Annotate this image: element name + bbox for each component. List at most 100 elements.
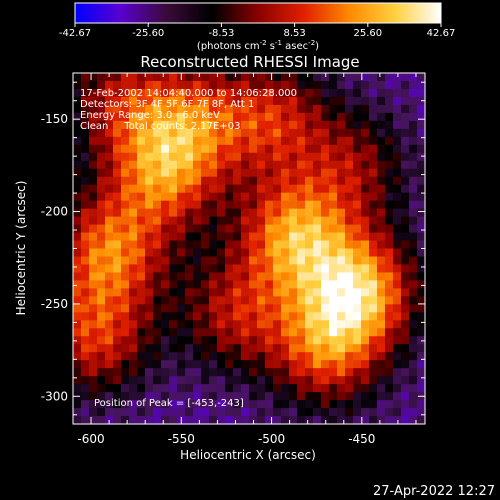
heatmap-cell xyxy=(353,144,362,154)
heatmap-cell xyxy=(401,344,410,353)
heatmap-cell xyxy=(113,168,122,178)
heatmap-cell xyxy=(153,296,162,305)
heatmap-cell xyxy=(201,368,210,377)
heatmap-cell xyxy=(281,360,290,369)
heatmap-cell xyxy=(273,336,282,345)
heatmap-cell xyxy=(193,408,202,417)
heatmap-cell xyxy=(225,80,234,90)
heatmap-cell xyxy=(137,120,146,130)
heatmap-cell xyxy=(73,312,82,321)
heatmap-cell xyxy=(313,80,322,90)
heatmap-cell xyxy=(337,352,346,361)
heatmap-cell xyxy=(225,112,234,122)
heatmap-cell xyxy=(265,232,274,242)
heatmap-cell xyxy=(385,160,394,170)
heatmap-cell xyxy=(313,112,322,122)
heatmap-cell xyxy=(409,304,418,313)
heatmap-cell xyxy=(369,400,378,409)
heatmap-cell xyxy=(97,73,106,82)
heatmap-cell xyxy=(233,192,242,202)
heatmap-cell xyxy=(361,200,370,210)
heatmap-cell xyxy=(289,224,298,234)
heatmap-cell xyxy=(153,392,162,401)
heatmap-cell xyxy=(297,264,306,274)
heatmap-cell xyxy=(409,400,418,409)
heatmap-cell xyxy=(417,208,426,218)
heatmap-cell xyxy=(105,144,114,154)
heatmap-cell xyxy=(369,104,378,114)
heatmap-cell xyxy=(113,264,122,274)
heatmap-cell xyxy=(353,112,362,122)
heatmap-cell xyxy=(345,152,354,162)
heatmap-cell xyxy=(281,408,290,417)
heatmap-cell xyxy=(377,256,386,266)
heatmap-cell xyxy=(297,288,306,297)
heatmap-cell xyxy=(121,112,130,122)
heatmap-cell xyxy=(201,104,210,114)
heatmap-cell xyxy=(81,280,90,289)
heatmap-cell xyxy=(281,384,290,393)
heatmap-cell xyxy=(417,73,426,82)
heatmap-cell xyxy=(121,96,130,106)
heatmap-cell xyxy=(225,88,234,98)
heatmap-cell xyxy=(169,352,178,361)
heatmap-cell xyxy=(89,368,98,377)
heatmap-cell xyxy=(353,320,362,329)
heatmap-cell xyxy=(353,232,362,242)
heatmap-cell xyxy=(233,256,242,266)
heatmap-cell xyxy=(305,80,314,90)
heatmap-cell xyxy=(249,73,258,82)
heatmap-cell xyxy=(401,416,410,425)
heatmap-cell xyxy=(305,144,314,154)
heatmap-cell xyxy=(329,168,338,178)
heatmap-cell xyxy=(417,400,426,409)
heatmap-cell xyxy=(161,232,170,242)
heatmap-cell xyxy=(121,416,130,425)
heatmap-cell xyxy=(289,312,298,321)
heatmap-cell xyxy=(417,168,426,178)
heatmap-cell xyxy=(401,152,410,162)
heatmap-cell xyxy=(265,416,274,425)
heatmap-cell xyxy=(137,80,146,90)
heatmap-cell xyxy=(377,104,386,114)
heatmap-cell xyxy=(153,304,162,313)
heatmap-cell xyxy=(105,296,114,305)
heatmap-cell xyxy=(281,336,290,345)
heatmap-cell xyxy=(113,128,122,138)
heatmap-cell xyxy=(393,304,402,313)
heatmap-cell xyxy=(73,272,82,282)
heatmap-cell xyxy=(233,360,242,369)
heatmap-cell xyxy=(313,232,322,242)
heatmap-cell xyxy=(281,240,290,250)
heatmap-cell xyxy=(73,176,82,186)
x-tick-label: -550 xyxy=(168,432,195,446)
heatmap-cell xyxy=(193,168,202,178)
heatmap-cell xyxy=(297,344,306,353)
heatmap-cell xyxy=(137,152,146,162)
heatmap-cell xyxy=(193,73,202,82)
heatmap-cell xyxy=(193,160,202,170)
heatmap-cell xyxy=(201,352,210,361)
heatmap-cell xyxy=(121,336,130,345)
heatmap-cell xyxy=(209,416,218,425)
heatmap-cell xyxy=(193,280,202,289)
heatmap-cell xyxy=(249,400,258,409)
heatmap-cell xyxy=(233,376,242,385)
heatmap-cell xyxy=(249,240,258,250)
heatmap-cell xyxy=(97,360,106,369)
heatmap-cell xyxy=(201,344,210,353)
heatmap-cell xyxy=(289,344,298,353)
heatmap-cell xyxy=(145,88,154,98)
heatmap-cell xyxy=(185,120,194,130)
heatmap-cell xyxy=(105,344,114,353)
heatmap-cell xyxy=(89,80,98,90)
heatmap-cell xyxy=(401,232,410,242)
heatmap-cell xyxy=(217,392,226,401)
heatmap-cell xyxy=(217,200,226,210)
heatmap-cell xyxy=(241,136,250,146)
heatmap-cell xyxy=(385,136,394,146)
heatmap-cell xyxy=(233,208,242,218)
heatmap-cell xyxy=(97,216,106,226)
heatmap-cell xyxy=(233,160,242,170)
heatmap-cell xyxy=(385,392,394,401)
